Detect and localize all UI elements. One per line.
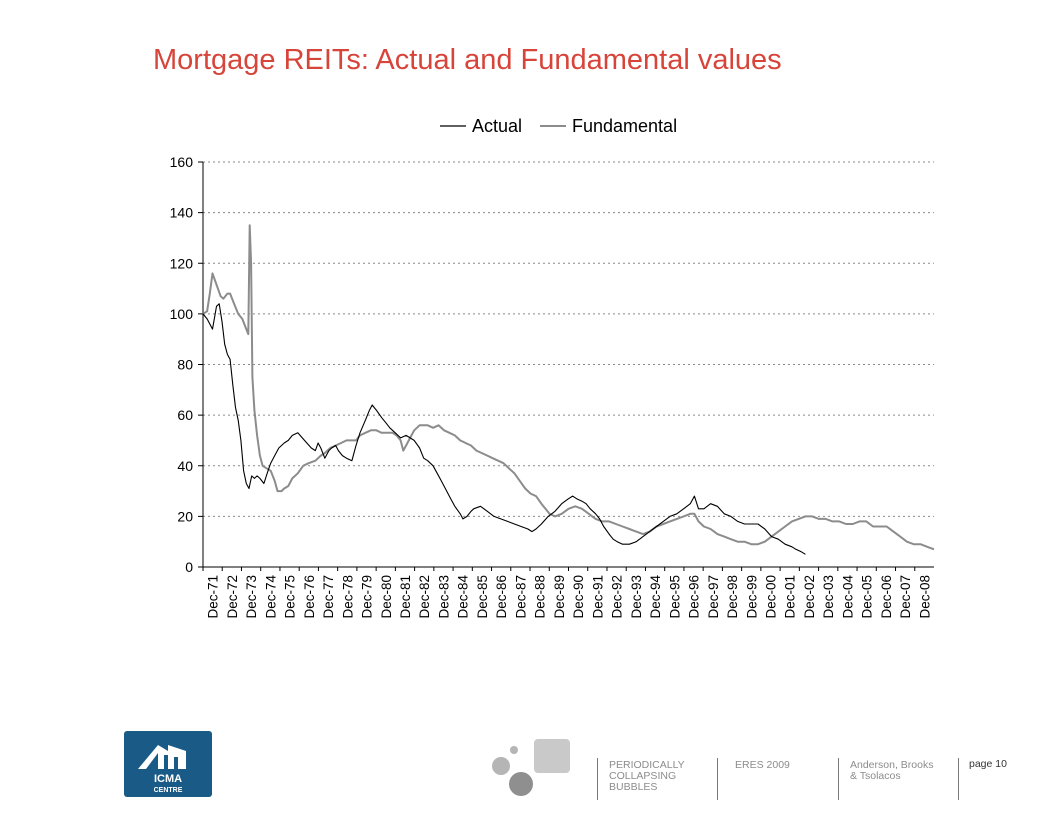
x-tick-label: Dec-84 [456, 575, 471, 619]
footer-divider [958, 758, 959, 800]
x-tick-label: Dec-94 [648, 575, 663, 619]
x-tick-label: Dec-96 [687, 575, 702, 619]
page-number: page 10 [969, 758, 1007, 770]
series-line-fundamental [202, 224, 935, 551]
legend-label: Fundamental [572, 116, 677, 136]
x-tick-label: Dec-02 [802, 575, 817, 619]
footer-divider [838, 758, 839, 800]
x-tick-label: Dec-75 [283, 575, 298, 619]
y-tick-label: 40 [177, 458, 193, 474]
chart-series [202, 224, 935, 555]
y-tick-label: 100 [170, 306, 194, 322]
x-tick-label: Dec-86 [494, 575, 509, 619]
x-tick-label: Dec-78 [340, 575, 355, 619]
x-tick-label: Dec-73 [244, 575, 259, 619]
y-tick-label: 140 [170, 205, 194, 221]
x-tick-label: Dec-93 [629, 575, 644, 619]
x-tick-label: Dec-00 [763, 575, 778, 619]
x-tick-label: Dec-04 [840, 575, 855, 619]
chart-grid [203, 161, 934, 517]
y-tick-label: 80 [177, 357, 193, 373]
x-tick-label: Dec-91 [590, 575, 605, 619]
x-tick-label: Dec-06 [879, 575, 894, 619]
slide-title: Mortgage REITs: Actual and Fundamental v… [153, 44, 782, 76]
x-tick-label: Dec-08 [917, 575, 932, 619]
y-axis-ticks: 0 20 40 60 80 100 120 140 160 [170, 154, 203, 575]
series-line-actual [202, 303, 806, 555]
x-tick-label: Dec-87 [513, 575, 528, 619]
x-tick-label: Dec-79 [360, 575, 375, 619]
x-tick-label: Dec-76 [302, 575, 317, 619]
x-tick-label: Dec-95 [667, 575, 682, 619]
x-tick-label: Dec-98 [725, 575, 740, 619]
x-tick-label: Dec-77 [321, 575, 336, 619]
chart-legend: Actual Fundamental [440, 116, 677, 136]
x-tick-label: Dec-71 [206, 575, 221, 619]
x-tick-label: Dec-82 [417, 575, 432, 619]
y-tick-label: 60 [177, 407, 193, 423]
x-tick-label: Dec-03 [821, 575, 836, 619]
x-tick-label: Dec-05 [860, 575, 875, 619]
logo-text-centre: CENTRE [154, 787, 183, 794]
x-tick-label: Dec-07 [898, 575, 913, 619]
x-tick-label: Dec-99 [744, 575, 759, 619]
footer-topic-line: COLLAPSING [609, 770, 677, 782]
x-tick-label: Dec-92 [610, 575, 625, 619]
footer-conference: ERES 2009 [735, 760, 790, 771]
x-tick-label: Dec-89 [552, 575, 567, 619]
x-tick-label: Dec-85 [475, 575, 490, 619]
decorative-dots-graphic [492, 739, 570, 796]
y-tick-label: 20 [177, 508, 193, 524]
x-tick-label: Dec-74 [263, 575, 278, 619]
y-tick-label: 160 [170, 154, 194, 170]
x-tick-label: Dec-90 [571, 575, 586, 619]
y-tick-label: 120 [170, 255, 194, 271]
footer-conference-label: ERES 2009 [735, 759, 790, 771]
footer-authors: Anderson, Brooks & Tsolacos [850, 760, 933, 782]
logo-text-icma: ICMA [154, 773, 182, 785]
x-tick-label: Dec-83 [436, 575, 451, 619]
footer-authors-line: Anderson, Brooks [850, 759, 934, 771]
footer-divider [597, 758, 598, 800]
y-tick-label: 0 [185, 559, 193, 575]
footer-authors-line: & Tsolacos [850, 770, 901, 782]
x-tick-label: Dec-81 [398, 575, 413, 619]
footer-topic: PERIODICALLY COLLAPSING BUBBLES [609, 760, 685, 793]
footer-topic-line: BUBBLES [609, 781, 658, 793]
x-axis-ticks: Dec-71 Dec-72 Dec-73 Dec-74 Dec-75 Dec-76 Dec-… [202, 567, 932, 619]
line-chart: Actual Fundamental 020406080100120140160 … [170, 116, 935, 619]
x-tick-label: Dec-88 [533, 575, 548, 619]
footer-divider [717, 758, 718, 800]
icma-centre-logo: ICMA CENTRE [124, 731, 212, 797]
x-tick-label: Dec-97 [706, 575, 721, 619]
x-tick-label: Dec-72 [225, 575, 240, 619]
x-tick-label: Dec-01 [783, 575, 798, 619]
x-tick-label: Dec-80 [379, 575, 394, 619]
footer-topic-line: PERIODICALLY [609, 759, 685, 771]
legend-label: Actual [472, 116, 522, 136]
